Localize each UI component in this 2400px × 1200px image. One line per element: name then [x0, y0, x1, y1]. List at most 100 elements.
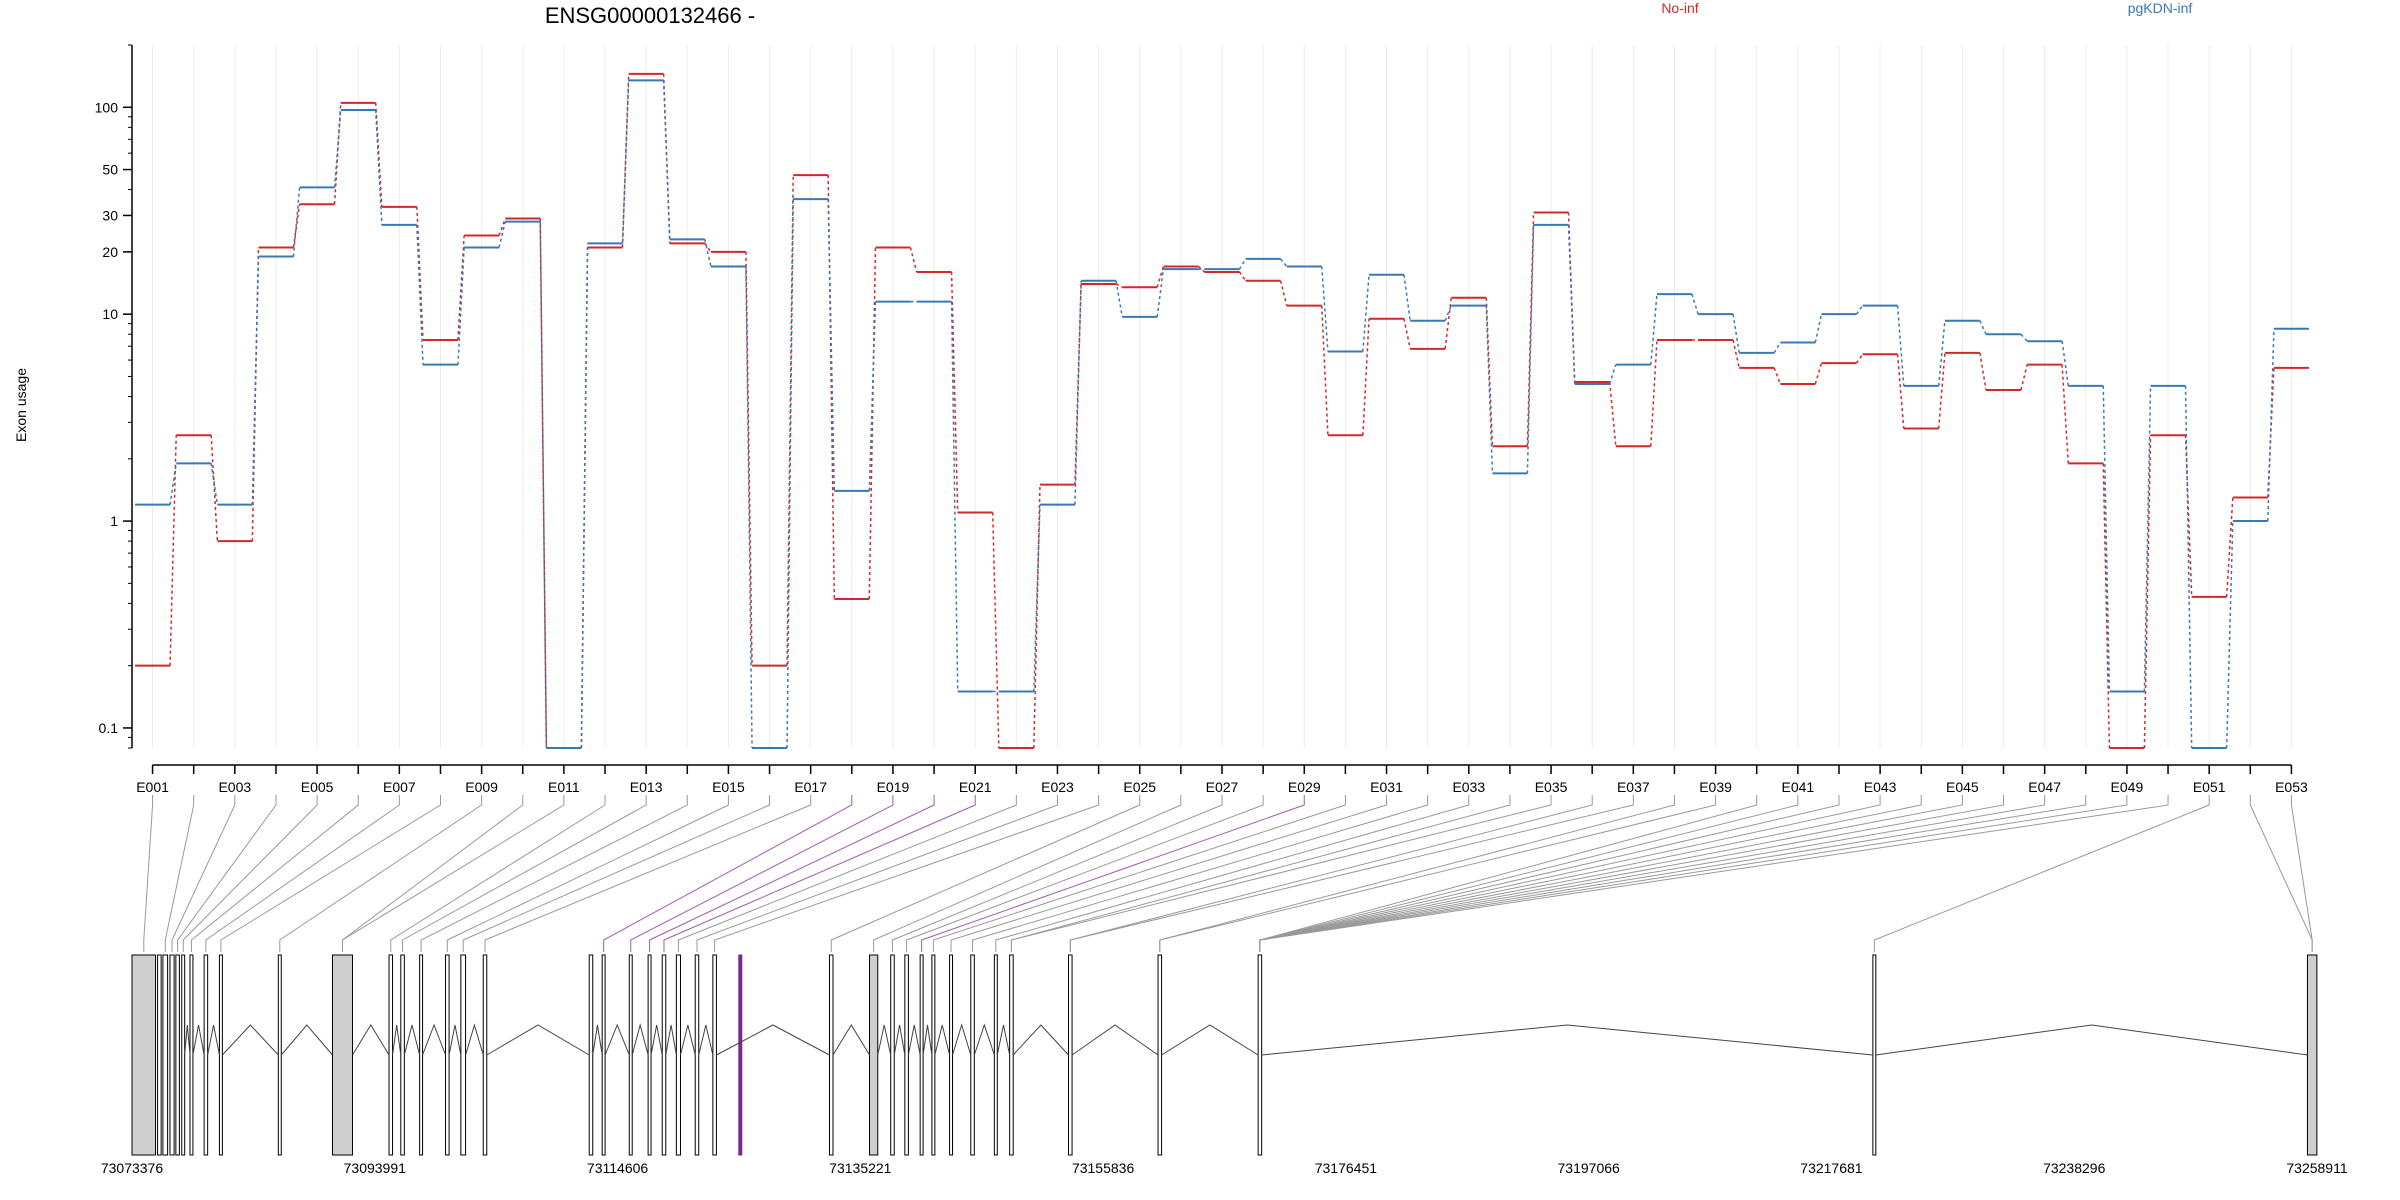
usage-connector [374, 109, 383, 225]
exon-connector-E026 [873, 795, 1182, 952]
exon-box [919, 954, 924, 1156]
intron-line [465, 1023, 484, 1056]
usage-connector [2267, 367, 2275, 498]
exon-connector-E008 [220, 795, 441, 952]
exon-connector-E048 [1259, 795, 2087, 952]
usage-connector [1362, 318, 1370, 436]
intron-line [631, 1023, 649, 1056]
usage-connector [868, 301, 877, 491]
usage-connector [1156, 266, 1165, 288]
exon-label-E049: E049 [2111, 779, 2144, 795]
intron-line [877, 1024, 892, 1056]
usage-connector [1320, 266, 1329, 352]
exon-connector-E032 [972, 795, 1429, 952]
exon-connector-E004 [177, 795, 277, 952]
usage-connector [1115, 280, 1123, 318]
exon-label-E051: E051 [2193, 779, 2226, 795]
exon-connector-E020 [649, 795, 935, 952]
usage-connector [2020, 364, 2028, 391]
usage-connector [539, 218, 548, 749]
usage-connector [1855, 353, 1864, 364]
intron-line [604, 1023, 630, 1056]
exon-connector-E015 [446, 795, 729, 952]
intron-line [280, 1024, 333, 1056]
usage-connector [1567, 224, 1576, 384]
usage-connector [169, 463, 177, 505]
exon-box [647, 954, 652, 1156]
usage-connector [1608, 381, 1617, 447]
usage-connector [292, 204, 301, 248]
exon-box [277, 954, 282, 1156]
exon-box [482, 954, 488, 1156]
exon-label-E041: E041 [1781, 779, 1814, 795]
exon-label-E053: E053 [2275, 779, 2308, 795]
genomic-coordinate-label: 73258911 [2286, 1160, 2347, 1176]
intron-line [486, 1024, 590, 1056]
usage-connector [1238, 271, 1247, 282]
intron-line [1071, 1024, 1159, 1056]
exon-connector-E053 [2290, 795, 2313, 952]
exon-connector-E017 [484, 795, 812, 952]
exon-box [949, 954, 954, 1156]
exon-box [712, 954, 717, 1156]
y-tick-label: 0.1 [99, 720, 119, 736]
exon-box [2306, 954, 2318, 1156]
exon-connector-E013 [402, 795, 647, 952]
usage-connector [1280, 258, 1288, 267]
exon-label-E005: E005 [301, 779, 334, 795]
exon-box [970, 954, 975, 1156]
genomic-coordinate-label: 73217681 [1800, 1160, 1863, 1176]
usage-connector [1197, 265, 1206, 273]
plot-area: 0.1 1 10 20 30 50 100 E001 E003 E005 E007 E009 E011 E… [95, 44, 2309, 795]
usage-connector [950, 271, 959, 513]
exon-connector-E021 [663, 795, 976, 952]
usage-connector [1608, 364, 1617, 385]
intron-line [192, 1024, 205, 1056]
usage-connector [1444, 297, 1453, 349]
exon-connector-E044 [1259, 795, 1922, 952]
usage-connector [1691, 293, 1699, 315]
exon-box [694, 954, 700, 1156]
exon-label-E009: E009 [465, 779, 498, 795]
y-tick-label: 100 [95, 99, 119, 115]
usage-connector [1485, 305, 1494, 474]
exon-connector-E030 [932, 795, 1346, 952]
intron-line [650, 1024, 663, 1056]
usage-connector [210, 463, 219, 505]
exon-connector-E024 [714, 795, 1100, 952]
genomic-coordinate-label: 73238296 [2043, 1160, 2106, 1176]
usage-connector [2061, 364, 2070, 464]
exon-box [131, 954, 157, 1156]
usage-connector [457, 235, 465, 341]
intron-line [1261, 1024, 1873, 1056]
usage-connector [580, 247, 589, 749]
exon-label-E029: E029 [1288, 779, 1321, 795]
exon-connector-E031 [950, 795, 1388, 952]
exon-box [588, 954, 594, 1156]
usage-connector [909, 247, 918, 273]
exon-connector-E011 [341, 795, 565, 952]
usage-connector [1896, 305, 1905, 386]
usage-connector [1238, 258, 1247, 270]
intron-line [952, 1023, 972, 1056]
exon-connector-E051 [1873, 795, 2210, 952]
exon-connector-E016 [462, 795, 771, 952]
intron-line [422, 1023, 447, 1056]
intron-line [392, 1024, 402, 1056]
usage-connector [786, 175, 794, 666]
exon-box [460, 954, 467, 1156]
usage-connector [498, 221, 507, 248]
usage-connector [251, 256, 260, 505]
exon-connector-E023 [696, 795, 1058, 952]
usage-connector [1855, 305, 1864, 315]
usage-connector [868, 247, 877, 600]
exon-connector-E043 [1259, 795, 1881, 952]
exon-connector-E001 [143, 795, 154, 952]
exon-connector-lines [143, 795, 2313, 952]
usage-connector [1979, 352, 1987, 391]
exon-box [993, 954, 998, 1156]
usage-connector [1937, 320, 1946, 386]
genomic-coordinate-label: 73176451 [1315, 1160, 1378, 1176]
exon-connector-E039 [1159, 795, 1717, 952]
exon-connector-E018 [603, 795, 853, 952]
